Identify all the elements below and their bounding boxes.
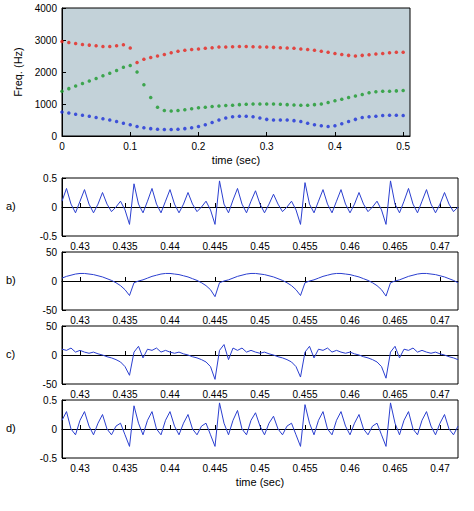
svg-text:0.47: 0.47: [430, 463, 450, 474]
svg-text:time (sec): time (sec): [236, 476, 284, 488]
svg-text:0.1: 0.1: [123, 141, 137, 152]
svg-text:50: 50: [46, 247, 58, 258]
svg-text:0.3: 0.3: [260, 141, 274, 152]
svg-text:0.44: 0.44: [160, 389, 180, 400]
svg-text:0.465: 0.465: [382, 463, 407, 474]
svg-text:0.465: 0.465: [382, 389, 407, 400]
svg-text:0.435: 0.435: [112, 315, 137, 326]
svg-text:0.44: 0.44: [160, 315, 180, 326]
svg-text:d): d): [6, 422, 16, 434]
svg-text:0: 0: [51, 202, 57, 213]
svg-text:0.445: 0.445: [202, 241, 227, 252]
svg-text:Freq. (Hz): Freq. (Hz): [12, 47, 24, 97]
svg-text:0.43: 0.43: [70, 241, 90, 252]
svg-text:0.45: 0.45: [250, 389, 270, 400]
svg-text:1000: 1000: [35, 99, 58, 110]
svg-text:0.455: 0.455: [292, 389, 317, 400]
svg-text:-50: -50: [43, 379, 58, 390]
svg-text:0.43: 0.43: [70, 463, 90, 474]
svg-text:0.45: 0.45: [250, 315, 270, 326]
svg-text:0.445: 0.445: [202, 463, 227, 474]
svg-text:a): a): [6, 200, 16, 212]
svg-text:0.47: 0.47: [430, 315, 450, 326]
svg-text:0.5: 0.5: [43, 173, 57, 184]
svg-text:0.45: 0.45: [250, 241, 270, 252]
svg-text:0.465: 0.465: [382, 241, 407, 252]
svg-text:-50: -50: [43, 305, 58, 316]
svg-text:0.43: 0.43: [70, 389, 90, 400]
svg-text:0: 0: [51, 424, 57, 435]
svg-text:-0.5: -0.5: [40, 231, 58, 242]
svg-text:0.455: 0.455: [292, 315, 317, 326]
svg-text:0.435: 0.435: [112, 241, 137, 252]
svg-text:b): b): [6, 274, 16, 286]
svg-text:0.435: 0.435: [112, 389, 137, 400]
svg-text:0.5: 0.5: [43, 395, 57, 406]
svg-text:0.445: 0.445: [202, 389, 227, 400]
svg-text:0.45: 0.45: [250, 463, 270, 474]
svg-text:2000: 2000: [35, 67, 58, 78]
svg-text:0.44: 0.44: [160, 241, 180, 252]
svg-text:0: 0: [51, 276, 57, 287]
svg-text:0.46: 0.46: [340, 463, 360, 474]
svg-text:0.2: 0.2: [192, 141, 206, 152]
svg-text:0: 0: [51, 131, 57, 142]
svg-text:0.44: 0.44: [160, 463, 180, 474]
svg-text:0.4: 0.4: [328, 141, 342, 152]
svg-text:-0.5: -0.5: [40, 453, 58, 464]
svg-text:0.435: 0.435: [112, 463, 137, 474]
svg-text:0.445: 0.445: [202, 315, 227, 326]
svg-text:0.46: 0.46: [340, 389, 360, 400]
svg-text:c): c): [6, 348, 15, 360]
svg-text:0: 0: [59, 141, 65, 152]
svg-text:0.46: 0.46: [340, 315, 360, 326]
svg-text:time (sec): time (sec): [212, 154, 260, 166]
svg-text:4000: 4000: [35, 3, 58, 14]
svg-text:0.46: 0.46: [340, 241, 360, 252]
svg-text:0.43: 0.43: [70, 315, 90, 326]
svg-text:0.455: 0.455: [292, 241, 317, 252]
svg-text:0.455: 0.455: [292, 463, 317, 474]
svg-text:50: 50: [46, 321, 58, 332]
svg-text:0.47: 0.47: [430, 389, 450, 400]
svg-text:0.47: 0.47: [430, 241, 450, 252]
svg-text:0.465: 0.465: [382, 315, 407, 326]
svg-text:0: 0: [51, 350, 57, 361]
svg-text:3000: 3000: [35, 35, 58, 46]
svg-text:0.5: 0.5: [396, 141, 410, 152]
